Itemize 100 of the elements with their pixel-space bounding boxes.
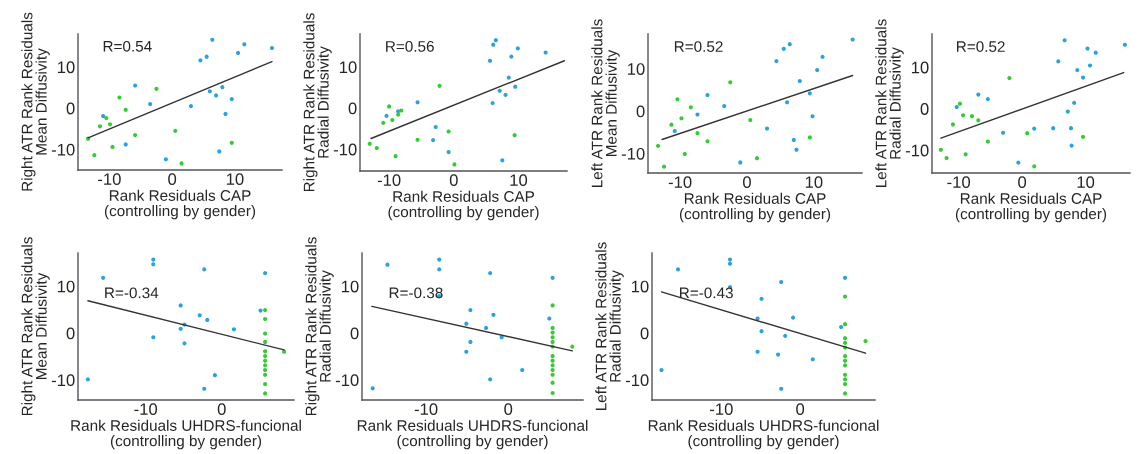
x-axis-title: Rank Residuals CAP (controlling by gender) [388, 190, 539, 221]
point [550, 353, 555, 359]
y-tick-label: 0 [350, 327, 359, 340]
annotation: R=-0.43 [680, 287, 733, 299]
y-tick-label: -10 [621, 147, 645, 160]
x-tick-label: 0 [742, 176, 751, 189]
y-tick-label: 0 [920, 103, 929, 115]
y-axis-title: Right ATR Rank Residuals Radial Diffusivity [305, 237, 334, 416]
point [437, 83, 442, 88]
point [263, 316, 268, 322]
point [263, 358, 268, 363]
point [500, 158, 505, 163]
point [688, 105, 693, 110]
point [950, 122, 956, 127]
y-tick-label: 10 [57, 61, 75, 74]
x-tick-label: -10 [134, 403, 158, 416]
point [842, 391, 848, 396]
point [815, 67, 820, 73]
point [797, 78, 802, 84]
point [433, 124, 438, 130]
x-tick-label: 10 [226, 173, 244, 186]
point [217, 149, 222, 154]
point [231, 327, 236, 332]
point [810, 357, 815, 362]
x-tick-label: 0 [504, 403, 513, 416]
y-tick-label: -10 [625, 374, 649, 387]
point [212, 373, 217, 378]
point [506, 75, 511, 80]
y-tick-label: 10 [631, 280, 649, 293]
point [490, 101, 495, 106]
point [387, 104, 392, 109]
point [210, 37, 215, 42]
y-axis-title: Left ATR Rank Residuals Mean Diffusivity [591, 19, 620, 188]
point [787, 42, 792, 47]
x-tick-label: 10 [805, 176, 823, 189]
point [1062, 38, 1067, 43]
point [669, 122, 674, 127]
point [163, 157, 168, 162]
point [488, 377, 493, 382]
y-tick-label: 10 [339, 61, 357, 74]
point [550, 367, 555, 373]
point [235, 50, 241, 56]
point [269, 45, 275, 51]
point [963, 152, 968, 157]
point [133, 83, 138, 88]
annotation: R=0.52 [957, 41, 1005, 52]
point [842, 363, 848, 368]
point [550, 275, 555, 280]
point [202, 267, 207, 272]
x-axis-title: Rank Residuals CAP (controlling by gender) [955, 192, 1107, 223]
x-axis-title: Rank Residuals CAP (controlling by gender) [679, 192, 831, 223]
point [807, 135, 812, 140]
point [1032, 164, 1037, 169]
point [961, 113, 966, 118]
y-tick-label: 0 [640, 327, 649, 340]
point [515, 46, 520, 51]
x-tick-label: -10 [947, 176, 971, 189]
x-tick-label: -10 [98, 173, 121, 186]
point [550, 325, 555, 330]
point [123, 107, 128, 112]
y-tick-label: 0 [66, 327, 75, 340]
point [550, 390, 555, 396]
y-axis-title: Right ATR Rank Residuals Mean Diffusivity [21, 12, 50, 191]
y-tick-label: 0 [66, 102, 75, 115]
point [370, 386, 375, 391]
point [727, 261, 733, 266]
y-tick-label: -10 [335, 374, 359, 387]
y-tick-label: -10 [51, 143, 75, 156]
point [728, 80, 733, 85]
annotation: R=0.56 [386, 40, 434, 52]
point [570, 344, 575, 349]
point [229, 97, 234, 102]
point [263, 331, 268, 336]
point [790, 315, 796, 320]
point [468, 308, 473, 313]
y-tick-label: 10 [57, 280, 75, 293]
y-tick-label: -10 [905, 144, 929, 157]
point [202, 386, 207, 391]
y-tick-label: 10 [911, 61, 929, 74]
point [263, 349, 268, 354]
point [759, 296, 764, 301]
y-axis-title: Left ATR Rank Residuals Radial Diffusivity [595, 242, 624, 411]
x-tick-label: 0 [217, 403, 226, 416]
y-tick-label: 10 [341, 280, 359, 293]
point [779, 279, 784, 285]
point [468, 339, 473, 345]
point [483, 325, 489, 330]
point [188, 104, 194, 109]
point [842, 358, 848, 363]
point [242, 42, 247, 47]
point [1122, 42, 1128, 47]
point [1087, 63, 1093, 68]
point [1075, 68, 1080, 73]
point [263, 353, 268, 359]
point [985, 97, 990, 102]
x-tick-label: 0 [1018, 176, 1027, 189]
point [263, 308, 268, 313]
point [722, 103, 727, 109]
point [863, 338, 868, 344]
point [385, 262, 390, 267]
